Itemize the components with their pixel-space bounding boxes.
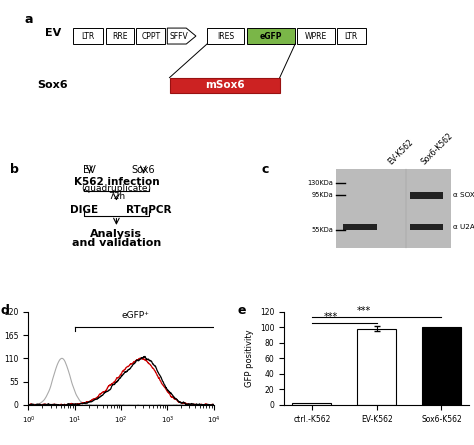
Text: Sox6: Sox6 xyxy=(37,81,68,90)
Text: d: d xyxy=(0,304,9,317)
Polygon shape xyxy=(167,28,196,44)
Bar xyxy=(292,404,331,405)
FancyBboxPatch shape xyxy=(137,28,165,44)
Text: IRES: IRES xyxy=(217,32,234,40)
Text: 72h: 72h xyxy=(108,192,125,201)
FancyBboxPatch shape xyxy=(246,28,295,44)
Text: α U2AF: α U2AF xyxy=(453,224,474,230)
Text: and validation: and validation xyxy=(72,238,161,247)
Text: eGFP: eGFP xyxy=(260,32,282,40)
Text: CPPT: CPPT xyxy=(141,32,160,40)
Text: α SOX6: α SOX6 xyxy=(453,192,474,198)
Text: c: c xyxy=(262,162,269,175)
Text: EV: EV xyxy=(45,28,61,38)
Text: Sox6: Sox6 xyxy=(131,166,155,175)
Text: a: a xyxy=(24,13,33,26)
Text: 130KDa: 130KDa xyxy=(307,180,333,186)
Text: b: b xyxy=(10,162,19,175)
Text: K562 infection: K562 infection xyxy=(73,177,159,186)
FancyBboxPatch shape xyxy=(106,28,134,44)
Text: EV: EV xyxy=(83,166,96,175)
Text: RRE: RRE xyxy=(112,32,128,40)
FancyBboxPatch shape xyxy=(73,28,103,44)
Text: 55KDa: 55KDa xyxy=(311,227,333,233)
FancyBboxPatch shape xyxy=(297,28,335,44)
FancyBboxPatch shape xyxy=(337,28,365,44)
Text: EV-K562: EV-K562 xyxy=(386,138,415,166)
Y-axis label: GFP positivity: GFP positivity xyxy=(245,329,254,387)
Text: LTR: LTR xyxy=(345,32,358,40)
Text: Sox6-K562: Sox6-K562 xyxy=(419,131,455,166)
Text: SFFV: SFFV xyxy=(170,32,189,40)
FancyBboxPatch shape xyxy=(410,223,443,230)
Text: LTR: LTR xyxy=(82,32,95,40)
Text: 95KDa: 95KDa xyxy=(311,192,333,198)
Text: RTqPCR: RTqPCR xyxy=(126,206,172,215)
FancyBboxPatch shape xyxy=(207,28,245,44)
Text: e: e xyxy=(238,304,246,317)
Text: WPRE: WPRE xyxy=(305,32,327,40)
FancyBboxPatch shape xyxy=(336,169,451,248)
Text: ***: *** xyxy=(356,306,371,316)
FancyBboxPatch shape xyxy=(343,223,377,230)
Text: eGFP⁺: eGFP⁺ xyxy=(121,311,149,320)
Text: Analysis: Analysis xyxy=(91,229,142,239)
Bar xyxy=(422,327,461,405)
Text: mSox6: mSox6 xyxy=(205,81,245,90)
Bar xyxy=(357,329,396,405)
Text: DIGE: DIGE xyxy=(70,206,98,215)
FancyBboxPatch shape xyxy=(410,192,443,199)
Text: ***: *** xyxy=(324,312,338,322)
FancyBboxPatch shape xyxy=(170,77,280,93)
Text: (quadruplicate): (quadruplicate) xyxy=(82,183,151,193)
